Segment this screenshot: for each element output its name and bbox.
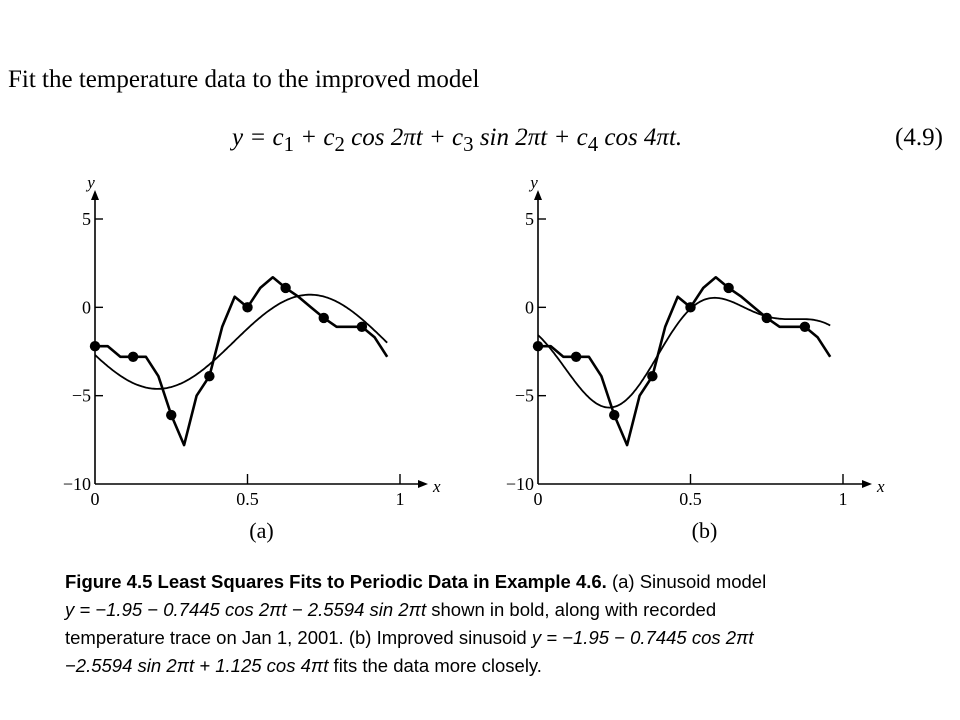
panel-a-x-tick-label: 1 — [396, 489, 405, 509]
caption-text-2: shown in bold, along with recorded — [426, 599, 717, 620]
panel-a-y-axis-arrow-icon — [91, 190, 99, 200]
caption-math-b2: −2.5594 sin 2πt + 1.125 cos 4πt — [65, 655, 329, 676]
model-equation: y = c1 + c2 cos 2πt + c3 sin 2πt + c4 co… — [232, 124, 682, 157]
panel-a-y-tick-label: 5 — [82, 209, 91, 229]
eq-part-sin: sin 2πt + c — [473, 124, 588, 151]
panel-a-fit-curve — [94, 293, 388, 390]
panel-b-fit-curve — [537, 296, 831, 409]
eq-part-cos: cos 2πt + c — [344, 124, 464, 151]
equation-number: (4.9) — [895, 124, 943, 151]
panel-b-data-point — [532, 341, 544, 352]
caption-text-3: temperature trace on Jan 1, 2001. (b) Im… — [65, 627, 532, 648]
panel-b-x-tick-label: 1 — [839, 489, 848, 509]
eq-sub-4: 4 — [587, 132, 599, 156]
figure-caption: Figure 4.5 Least Squares Fits to Periodi… — [65, 568, 945, 680]
panel-b-x-label: x — [876, 477, 885, 496]
panel-b-data-point — [609, 409, 620, 421]
panel-b-data-point — [647, 371, 658, 382]
panel-b-label: (b) — [692, 518, 718, 543]
eq-part-y-c: y = c — [232, 124, 284, 151]
panel-b-y-tick-label: 5 — [525, 209, 534, 229]
panel-b-x-tick-label: 0 — [534, 489, 543, 509]
panel-a-y-tick-label: −5 — [72, 386, 91, 406]
eq-part-c2: + c — [293, 124, 335, 151]
caption-line-2: y = −1.95 − 0.7445 cos 2πt − 2.5594 sin … — [65, 596, 945, 624]
caption-line-4: −2.5594 sin 2πt + 1.125 cos 4πt fits the… — [65, 652, 945, 680]
panel-b-data-trace — [538, 275, 832, 447]
eq-sub-2: 2 — [334, 132, 345, 156]
caption-line-3: temperature trace on Jan 1, 2001. (b) Im… — [65, 624, 945, 652]
panel-a-data-point — [127, 351, 139, 362]
intro-text: Fit the temperature data to the improved… — [8, 66, 480, 93]
panel-a-data-trace — [95, 275, 389, 447]
panel-a-data-point — [166, 409, 177, 421]
caption-math-a: y = −1.95 − 0.7445 cos 2πt − 2.5594 sin … — [65, 599, 427, 620]
caption-text-1: (a) Sinusoid model — [606, 571, 767, 592]
panel-a-data-point — [280, 282, 291, 294]
panel-b-data-point — [723, 282, 734, 294]
eq-part-cos4: cos 4πt. — [598, 124, 683, 151]
panel-a-x-axis-arrow-icon — [418, 480, 428, 488]
panel-a-y-label: y — [85, 173, 95, 192]
caption-title: Least Squares Fits to Periodic Data in E… — [157, 571, 607, 592]
caption-text-4: fits the data more closely. — [328, 655, 542, 676]
panel-b-y-tick-label: −5 — [515, 386, 534, 406]
panel-a-y-tick-label: −10 — [63, 474, 91, 494]
panel-a-data-point — [204, 371, 215, 382]
panel-a-data-point — [242, 302, 253, 313]
eq-sub-3: 3 — [463, 132, 474, 156]
caption-figure-label: Figure 4.5 — [65, 571, 153, 592]
panel-b-data-point — [761, 312, 772, 324]
panel-b-y-axis-arrow-icon — [534, 190, 542, 200]
caption-line-1: Figure 4.5 Least Squares Fits to Periodi… — [65, 568, 945, 596]
panel-b-y-tick-label: 0 — [525, 297, 534, 317]
panel-a-y-tick-label: 0 — [82, 297, 91, 317]
panel-b-y-tick-label: −10 — [506, 474, 534, 494]
panel-a-data-point — [89, 341, 101, 352]
panel-b-data-point — [799, 321, 811, 332]
caption-math-b1: y = −1.95 − 0.7445 cos 2πt — [531, 627, 754, 648]
eq-sub-1: 1 — [283, 132, 294, 156]
panel-b-data-point — [570, 351, 582, 362]
panel-a-x-label: x — [432, 477, 441, 496]
panel-a-x-tick-label: 0 — [91, 489, 100, 509]
panel-b-y-label: y — [528, 173, 538, 192]
panel-a-data-point — [318, 312, 329, 324]
panel-a-label: (a) — [249, 518, 273, 543]
panel-a-x-tick-label: 0.5 — [236, 489, 259, 509]
panel-b-x-axis-arrow-icon — [862, 480, 872, 488]
panel-a-data-point — [356, 321, 368, 332]
panel-b-x-tick-label: 0.5 — [679, 489, 702, 509]
panel-b-data-point — [685, 302, 696, 313]
